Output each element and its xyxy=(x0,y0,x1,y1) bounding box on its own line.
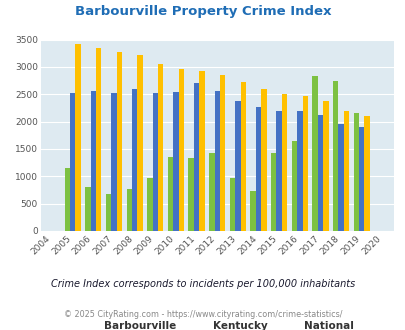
Bar xyxy=(147,178,152,231)
Text: Crime Index corresponds to incidents per 100,000 inhabitants: Crime Index corresponds to incidents per… xyxy=(51,279,354,289)
Bar xyxy=(338,124,343,231)
Bar xyxy=(111,93,116,231)
Bar xyxy=(276,111,281,231)
Bar xyxy=(152,93,158,231)
Bar xyxy=(90,91,96,231)
Bar xyxy=(220,75,225,231)
Bar xyxy=(85,187,90,231)
Text: © 2025 CityRating.com - https://www.cityrating.com/crime-statistics/: © 2025 CityRating.com - https://www.city… xyxy=(64,310,341,319)
Bar xyxy=(358,127,364,231)
Bar xyxy=(137,55,142,231)
Bar xyxy=(178,69,183,231)
Bar xyxy=(70,93,75,231)
Bar xyxy=(260,89,266,231)
Bar xyxy=(229,178,234,231)
Legend: Barbourville, Kentucky, National: Barbourville, Kentucky, National xyxy=(76,316,357,330)
Bar xyxy=(173,91,178,231)
Bar xyxy=(255,107,260,231)
Bar xyxy=(188,158,194,231)
Bar xyxy=(132,89,137,231)
Bar xyxy=(158,64,163,231)
Bar xyxy=(332,81,338,231)
Bar xyxy=(96,49,101,231)
Bar xyxy=(343,111,348,231)
Bar xyxy=(64,168,70,231)
Bar xyxy=(106,194,111,231)
Bar xyxy=(291,141,296,231)
Bar xyxy=(250,190,255,231)
Bar xyxy=(167,157,173,231)
Bar xyxy=(302,96,307,231)
Bar xyxy=(116,52,121,231)
Bar xyxy=(214,91,220,231)
Bar xyxy=(75,44,81,231)
Bar xyxy=(240,82,245,231)
Bar xyxy=(209,153,214,231)
Bar xyxy=(296,111,302,231)
Bar xyxy=(364,115,369,231)
Bar xyxy=(199,71,204,231)
Bar xyxy=(234,101,240,231)
Text: Barbourville Property Crime Index: Barbourville Property Crime Index xyxy=(75,5,330,18)
Bar xyxy=(271,153,276,231)
Bar xyxy=(194,83,199,231)
Bar xyxy=(353,114,358,231)
Bar xyxy=(322,101,328,231)
Bar xyxy=(312,76,317,231)
Bar xyxy=(317,115,322,231)
Bar xyxy=(126,189,132,231)
Bar xyxy=(281,94,286,231)
